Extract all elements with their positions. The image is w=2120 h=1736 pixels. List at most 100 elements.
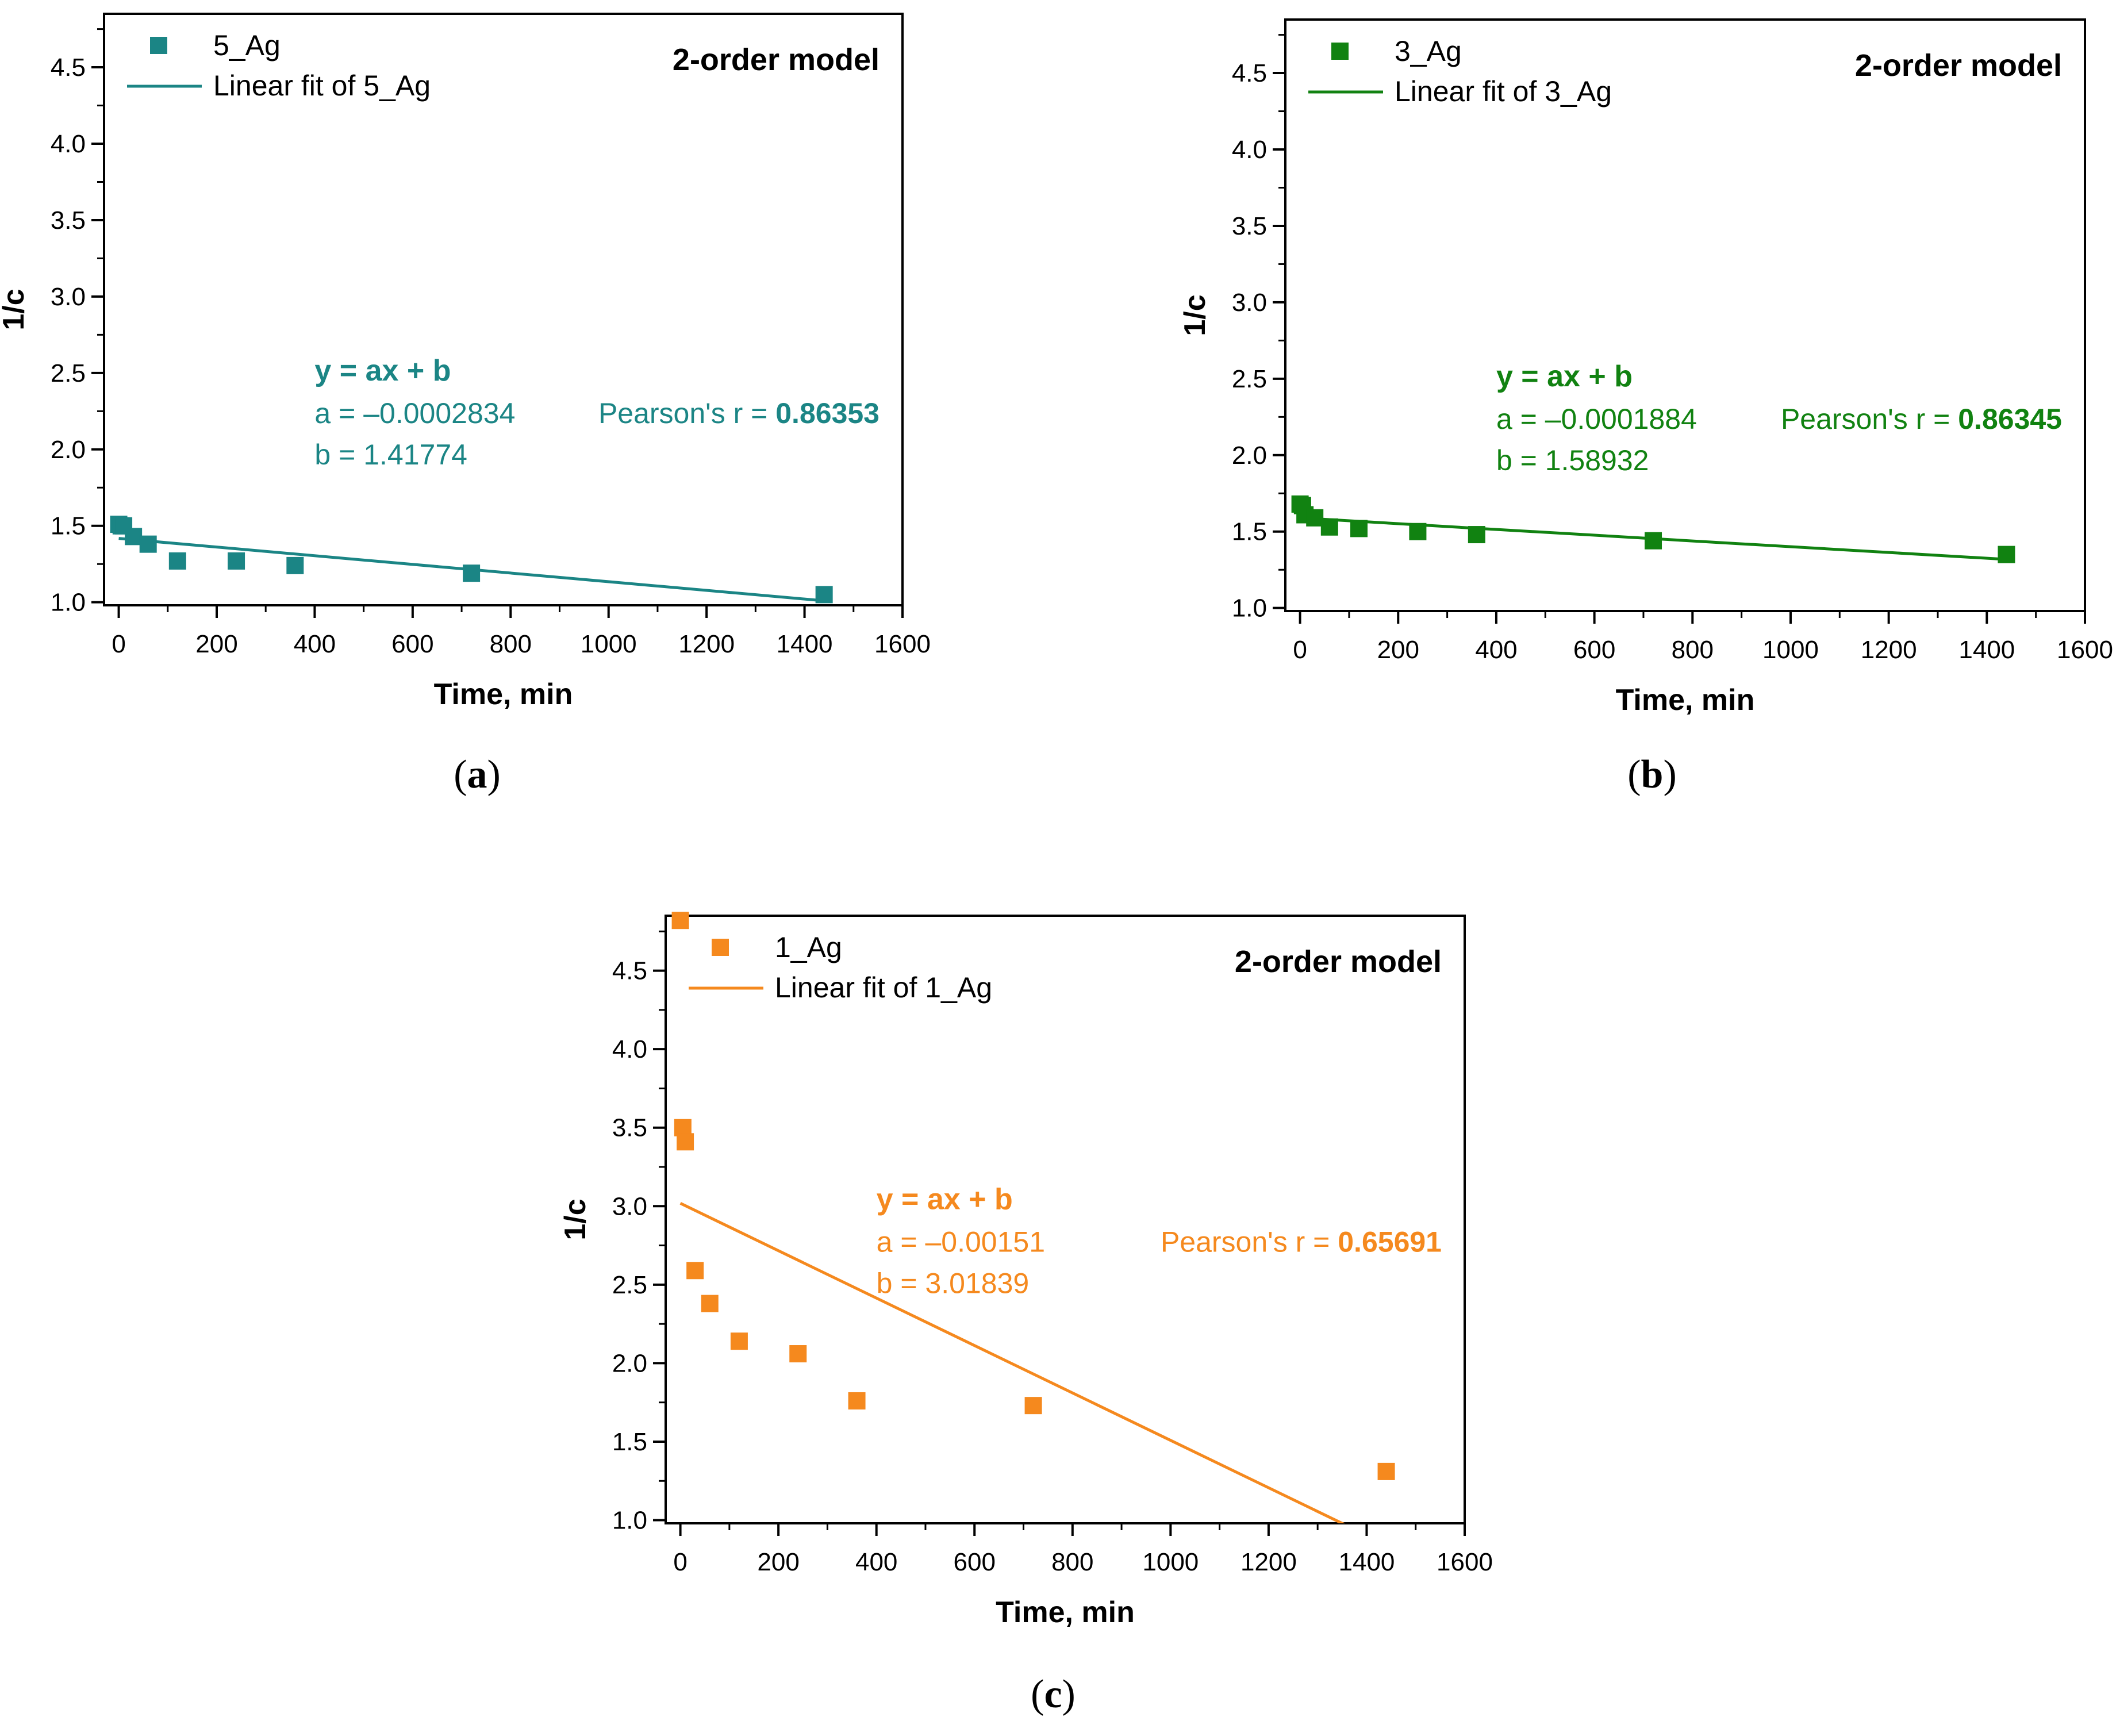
y-tick-label: 4.5 [51, 53, 86, 82]
y-tick-label: 2.5 [612, 1271, 647, 1299]
x-axis-title: Time, min [996, 1596, 1135, 1629]
y-tick-label: 4.5 [1232, 59, 1267, 87]
legend-label-fit: Linear fit of 3_Ag [1395, 75, 1612, 107]
y-tick-label: 2.0 [612, 1349, 647, 1377]
data-point [686, 1262, 704, 1280]
legend-marker [712, 939, 729, 956]
data-point [1377, 1462, 1395, 1480]
y-tick-label: 1.0 [51, 589, 86, 617]
x-tick-label: 800 [1051, 1548, 1093, 1576]
x-tick-label: 800 [490, 630, 532, 658]
legend-label-scatter: 3_Ag [1395, 35, 1462, 67]
x-axis-title: Time, min [434, 678, 573, 711]
y-axis-title: 1/c [559, 1199, 592, 1240]
y-tick-label: 1.5 [51, 512, 86, 540]
y-tick-label: 3.5 [1232, 212, 1267, 240]
y-tick-label: 4.0 [51, 130, 86, 158]
legend-label-fit: Linear fit of 5_Ag [213, 70, 431, 102]
legend-label-scatter: 1_Ag [775, 931, 842, 963]
x-tick-label: 1400 [1339, 1548, 1395, 1576]
data-point [1320, 518, 1338, 536]
x-tick-label: 0 [1293, 636, 1307, 664]
equation-label: y = ax + b [1496, 360, 1633, 393]
y-tick-label: 3.5 [51, 206, 86, 235]
y-tick-label: 3.0 [1232, 289, 1267, 317]
fit-line [679, 1202, 1346, 1523]
x-tick-label: 1600 [874, 630, 931, 658]
y-tick-label: 1.0 [1232, 594, 1267, 623]
x-tick-label: 1200 [678, 630, 735, 658]
x-tick-label: 200 [757, 1548, 799, 1576]
model-label: 2-order model [1855, 48, 2062, 83]
x-tick-label: 600 [954, 1548, 996, 1576]
x-tick-label: 1400 [777, 630, 833, 658]
y-tick-label: 1.0 [612, 1507, 647, 1535]
x-axis-title: Time, min [1616, 683, 1755, 717]
data-point [286, 556, 304, 574]
data-point [701, 1295, 719, 1312]
data-point [1998, 546, 2015, 563]
pearson-value: 0.86345 [1958, 403, 2062, 435]
data-point [848, 1392, 866, 1409]
x-tick-label: 0 [673, 1548, 687, 1576]
data-point [677, 1133, 694, 1151]
x-tick-label: 1000 [581, 630, 637, 658]
legend-marker [150, 37, 167, 54]
plot-frame [1284, 18, 2086, 612]
y-tick-label: 1.5 [1232, 518, 1267, 546]
data-point [789, 1345, 807, 1363]
data-point [1409, 523, 1427, 540]
x-tick-label: 1200 [1861, 636, 1917, 664]
data-point [671, 912, 689, 930]
pearson-r: Pearson's r = 0.65691 [1161, 1226, 1442, 1258]
data-point [1350, 520, 1368, 537]
x-tick-label: 800 [1672, 636, 1714, 664]
data-point [730, 1332, 748, 1350]
y-tick-label: 3.0 [612, 1192, 647, 1220]
panel-label: (c) [1031, 1672, 1076, 1716]
pearson-r: Pearson's r = 0.86353 [598, 397, 880, 429]
pearson-value: 0.86353 [775, 397, 880, 429]
coefficient-b: b = 1.58932 [1496, 444, 1649, 477]
x-tick-label: 1000 [1142, 1548, 1199, 1576]
x-tick-label: 1400 [1958, 636, 2015, 664]
coefficient-b: b = 1.41774 [314, 439, 467, 471]
y-tick-label: 3.0 [51, 283, 86, 311]
legend-marker [1331, 43, 1349, 60]
y-tick-label: 2.5 [1232, 365, 1267, 393]
pearson-r: Pearson's r = 0.86345 [1781, 403, 2062, 435]
chart-panel-a: 0 200 400 600 800 1000 1200 1400 1600 1.0 1.5 2.0 2.… [0, 13, 931, 797]
y-tick-label: 2.5 [51, 359, 86, 387]
y-tick-label: 2.0 [51, 436, 86, 464]
pearson-prefix: Pearson's r = [1161, 1226, 1338, 1258]
x-tick-label: 1600 [1437, 1548, 1493, 1576]
data-point [139, 535, 157, 553]
x-tick-label: 400 [1475, 636, 1517, 664]
model-label: 2-order model [1235, 944, 1442, 979]
data-point [1306, 509, 1324, 527]
chart-panel-c: 0 200 400 600 800 1000 1200 1400 1600 1.0 1.5 2.0 2.… [559, 912, 1493, 1716]
legend-label-fit: Linear fit of 1_Ag [775, 971, 992, 1004]
coefficient-a: a = –0.0001884 [1496, 403, 1697, 435]
x-tick-label: 0 [112, 630, 125, 658]
pearson-prefix: Pearson's r = [1781, 403, 1958, 435]
y-tick-label: 3.5 [612, 1114, 647, 1142]
data-point [463, 564, 481, 582]
plot-frame [103, 13, 904, 606]
x-tick-label: 1600 [2057, 636, 2113, 664]
data-point [1468, 526, 1485, 544]
x-tick-label: 200 [1377, 636, 1419, 664]
equation-label: y = ax + b [877, 1183, 1013, 1216]
x-tick-label: 200 [195, 630, 237, 658]
x-tick-label: 400 [294, 630, 336, 658]
model-label: 2-order model [673, 43, 880, 77]
data-point [1645, 532, 1662, 550]
plot-frame [665, 915, 1466, 1524]
y-tick-label: 1.5 [612, 1428, 647, 1456]
x-tick-label: 600 [1573, 636, 1615, 664]
y-axis-title: 1/c [0, 289, 30, 330]
x-tick-label: 400 [855, 1548, 897, 1576]
x-tick-label: 1200 [1240, 1548, 1297, 1576]
data-point [125, 528, 143, 546]
